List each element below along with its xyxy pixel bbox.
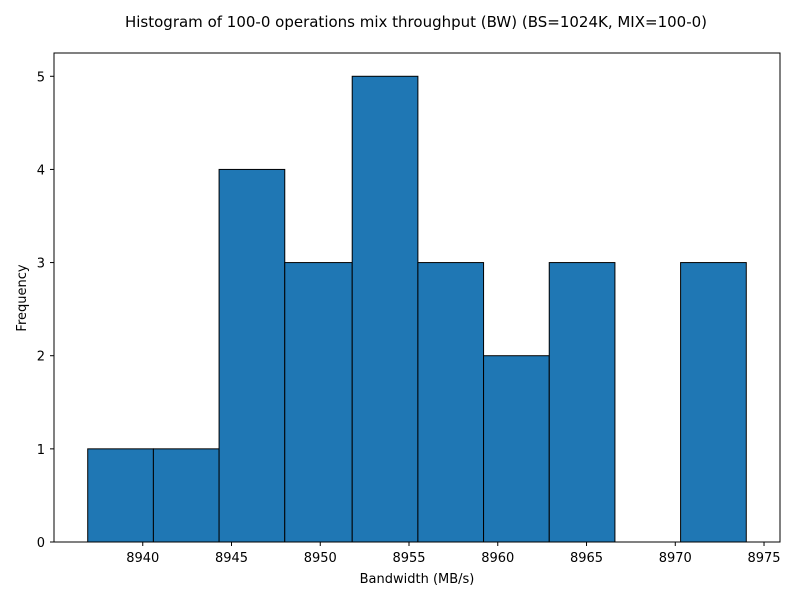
x-tick-label: 8975 bbox=[747, 551, 780, 566]
y-tick-label: 5 bbox=[37, 70, 45, 85]
histogram-bar bbox=[680, 262, 747, 543]
y-tick-label: 1 bbox=[37, 443, 45, 458]
y-tick-label: 0 bbox=[37, 536, 45, 551]
x-tick-label: 8945 bbox=[215, 551, 248, 566]
x-tick-label: 8960 bbox=[481, 551, 514, 566]
histogram-bar bbox=[351, 75, 419, 543]
histogram-bar bbox=[152, 448, 220, 543]
x-axis-label: Bandwidth (MB/s) bbox=[360, 572, 475, 587]
histogram-bar bbox=[87, 448, 154, 543]
y-axis-label: Frequency bbox=[15, 264, 30, 331]
bars-group bbox=[87, 75, 747, 543]
y-tick-label: 4 bbox=[37, 163, 45, 178]
chart-title: Histogram of 100-0 operations mix throug… bbox=[125, 13, 707, 31]
x-tick-label: 8950 bbox=[304, 551, 337, 566]
x-tick-label: 8970 bbox=[659, 551, 692, 566]
histogram-bar bbox=[483, 355, 550, 543]
y-tick-label: 3 bbox=[37, 257, 45, 272]
histogram-bar bbox=[417, 262, 485, 543]
x-axis-ticks: 8940 8945 8950 8955 8960 8965 8970 8975 bbox=[126, 542, 781, 566]
x-tick-label: 8965 bbox=[570, 551, 603, 566]
histogram-bar bbox=[284, 262, 353, 543]
y-axis-ticks: 0 1 2 3 4 5 bbox=[37, 70, 54, 551]
histogram-bar bbox=[548, 262, 616, 543]
plot-frame bbox=[53, 52, 781, 543]
histogram-bar bbox=[218, 168, 286, 543]
y-tick-label: 2 bbox=[37, 350, 45, 365]
x-tick-label: 8940 bbox=[126, 551, 159, 566]
x-tick-label: 8955 bbox=[392, 551, 425, 566]
